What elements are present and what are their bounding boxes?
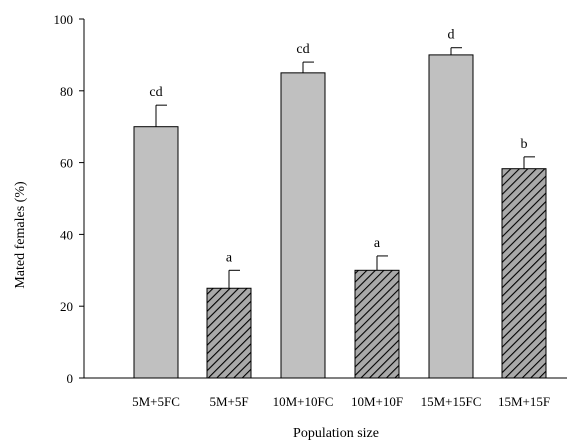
significance-label: d <box>448 28 455 43</box>
y-tick-label: 80 <box>60 84 73 99</box>
y-tick-label: 100 <box>54 12 74 27</box>
x-tick-label: 15M+15F <box>498 394 550 409</box>
y-tick-label: 60 <box>60 156 73 171</box>
significance-label: cd <box>149 85 162 100</box>
bar-5M+5F <box>206 287 252 379</box>
bars-layer: cd a cd a d b <box>133 28 547 379</box>
x-tick-label: 5M+5FC <box>132 394 180 409</box>
bar-15M+15F <box>501 168 547 379</box>
y-tick-label: 0 <box>67 371 74 386</box>
y-axis-title: Mated females (%) <box>13 181 28 289</box>
x-tick-label: 10M+10FC <box>273 394 334 409</box>
x-tick-label: 5M+5F <box>209 394 248 409</box>
bar-10M+10FC <box>280 72 326 379</box>
significance-label: cd <box>296 42 309 57</box>
bar-15M+15FC <box>428 54 474 379</box>
x-axis-title: Population size <box>293 426 379 441</box>
significance-label: a <box>374 236 381 251</box>
y-tick-label: 40 <box>60 227 73 242</box>
x-tick-label: 10M+10F <box>351 394 403 409</box>
significance-label: a <box>226 250 233 265</box>
axes-layer: 5M+5FC 5M+5F 10M+10FC 10M+10F 15M+15FC 15M+15… <box>54 12 567 409</box>
bar-5M+5FC <box>133 126 179 379</box>
x-tick-label: 15M+15FC <box>421 394 482 409</box>
y-tick-label: 20 <box>60 299 73 314</box>
significance-label: b <box>521 137 528 152</box>
bar-10M+10F <box>354 269 400 379</box>
